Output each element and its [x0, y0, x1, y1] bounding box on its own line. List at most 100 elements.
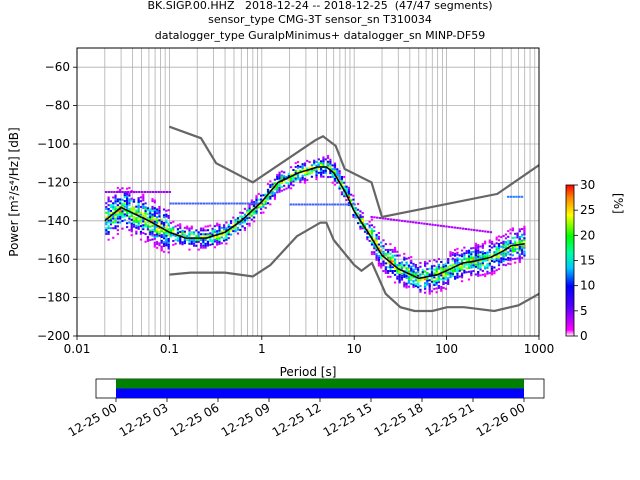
psd-cell — [257, 198, 260, 201]
psd-cell — [315, 170, 318, 173]
psd-cell — [391, 254, 394, 257]
psd-cell — [447, 259, 450, 262]
psd-cell — [470, 256, 473, 259]
psd-cell — [280, 185, 283, 188]
psd-cell — [387, 275, 390, 278]
psd-cell — [465, 257, 468, 260]
psd-cell — [225, 233, 228, 236]
psd-cell — [497, 235, 501, 238]
psd-cell — [160, 241, 163, 244]
psd-cell — [514, 242, 517, 245]
psd-cell — [396, 269, 399, 272]
psd-cell — [331, 203, 334, 206]
psd-cell — [419, 273, 422, 276]
psd-cell — [165, 227, 168, 230]
psd-cell — [414, 279, 417, 282]
psd-cell — [387, 262, 390, 265]
psd-cell — [296, 174, 300, 177]
psd-cell — [389, 275, 392, 278]
psd-cell — [269, 180, 272, 183]
psd-cell — [359, 214, 362, 217]
psd-cell — [412, 262, 415, 265]
psd-cell — [112, 202, 115, 205]
psd-cell — [488, 272, 491, 275]
psd-cell — [250, 210, 253, 213]
psd-cell — [451, 253, 454, 256]
psd-cell — [149, 208, 152, 211]
psd-cell — [225, 221, 228, 224]
psd-cell — [435, 283, 438, 286]
psd-cell — [486, 263, 489, 266]
psd-cell — [453, 226, 457, 229]
psd-cell — [343, 181, 346, 184]
psd-cell — [107, 200, 110, 203]
psd-cell — [105, 207, 108, 210]
psd-cell — [393, 262, 397, 265]
psd-cell — [456, 261, 459, 264]
psd-cell — [320, 169, 323, 172]
psd-cell — [132, 225, 136, 228]
psd-cell — [458, 258, 461, 261]
psd-cell — [403, 264, 406, 267]
psd-cell — [479, 264, 482, 267]
psd-cell — [407, 281, 411, 284]
psd-cell — [162, 225, 166, 228]
psd-cell — [410, 256, 413, 259]
psd-cell — [352, 213, 355, 216]
psd-cell — [521, 247, 524, 250]
psd-cell — [211, 243, 214, 246]
psd-cell — [377, 235, 380, 238]
psd-cell — [477, 249, 480, 252]
psd-cell — [278, 177, 281, 180]
psd-cell — [400, 267, 404, 270]
psd-cell — [306, 179, 309, 182]
psd-cell — [400, 274, 404, 277]
psd-cell — [121, 208, 124, 211]
psd-cell — [437, 267, 441, 270]
psd-cell — [167, 232, 170, 235]
psd-cell — [250, 212, 253, 215]
psd-cell — [458, 269, 461, 272]
colorbar-tick-label: 25 — [580, 203, 595, 217]
psd-cell — [283, 177, 286, 180]
psd-cell — [160, 230, 163, 233]
psd-cell — [119, 215, 122, 218]
psd-cell — [400, 261, 404, 264]
psd-cell — [190, 227, 193, 230]
psd-cell — [331, 172, 334, 175]
psd-cell — [398, 266, 401, 269]
psd-cell — [370, 233, 374, 236]
psd-cell — [377, 262, 380, 265]
psd-cell — [278, 179, 281, 182]
psd-cell — [107, 215, 110, 218]
y-tick-label: −80 — [45, 99, 70, 113]
psd-cell — [139, 217, 143, 220]
psd-cell — [183, 226, 186, 229]
psd-cell — [405, 257, 408, 260]
psd-cell — [490, 273, 494, 276]
psd-cell — [188, 231, 191, 234]
psd-cell — [347, 186, 350, 189]
psd-cell — [421, 271, 424, 274]
timeline-tick-label: 12-25 15 — [321, 400, 375, 439]
psd-cell — [405, 267, 408, 270]
psd-cell — [352, 198, 355, 201]
psd-cell — [377, 231, 380, 234]
psd-cell — [137, 197, 140, 200]
psd-cell — [151, 215, 154, 218]
psd-cell — [165, 219, 168, 222]
psd-cell — [433, 280, 436, 283]
psd-cell — [516, 245, 519, 248]
psd-cell — [414, 265, 417, 268]
psd-cell — [419, 290, 422, 293]
colorbar-tick-label: 10 — [580, 279, 595, 293]
psd-cell — [488, 254, 491, 257]
psd-cell — [474, 265, 478, 268]
psd-cell — [132, 218, 136, 221]
psd-cell — [285, 187, 288, 190]
psd-cell — [157, 191, 160, 193]
psd-cell — [144, 213, 147, 216]
psd-cell — [420, 222, 423, 225]
psd-cell — [403, 266, 406, 269]
psd-cell — [414, 285, 417, 288]
